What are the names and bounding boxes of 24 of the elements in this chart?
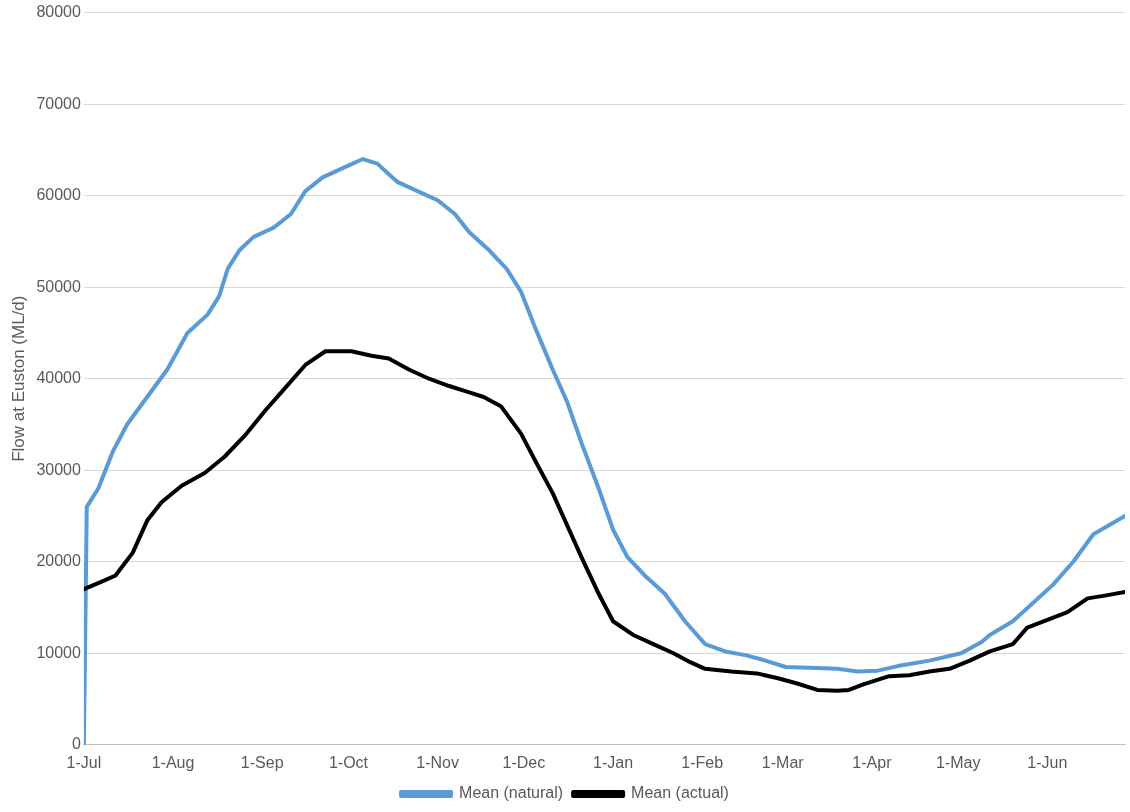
y-tick-label: 70000	[36, 94, 81, 112]
y-tick-label: 40000	[36, 369, 81, 387]
x-tick-label: 1-Aug	[151, 753, 195, 771]
x-tick-label: 1-Apr	[852, 753, 893, 771]
x-tick-label: 1-Nov	[416, 753, 459, 771]
x-tick-label: 1-May	[935, 753, 981, 771]
y-tick-label: 10000	[36, 643, 81, 661]
x-tick-label: 1-Jul	[66, 753, 102, 771]
y-tick-label: 80000	[36, 3, 81, 21]
y-tick-label: 50000	[36, 277, 81, 295]
x-tick-label: 1-Dec	[502, 753, 546, 771]
x-tick-label: 1-Jun	[1027, 753, 1068, 771]
x-tick-label: 1-Mar	[761, 753, 805, 771]
x-tick-label: 1-Oct	[328, 753, 369, 771]
y-tick-label: 30000	[36, 460, 81, 478]
x-tick-label: 1-Feb	[681, 753, 724, 771]
y-tick-label: 20000	[36, 552, 81, 570]
legend-label: Mean (actual)	[631, 784, 729, 802]
y-tick-label: 0	[71, 735, 81, 753]
y-axis-title: Flow at Euston (ML/d)	[8, 295, 28, 462]
x-tick-label: 1-Sep	[240, 753, 284, 771]
x-tick-label: 1-Jan	[593, 753, 634, 771]
legend-label: Mean (natural)	[459, 784, 564, 802]
y-tick-label: 60000	[36, 186, 81, 204]
